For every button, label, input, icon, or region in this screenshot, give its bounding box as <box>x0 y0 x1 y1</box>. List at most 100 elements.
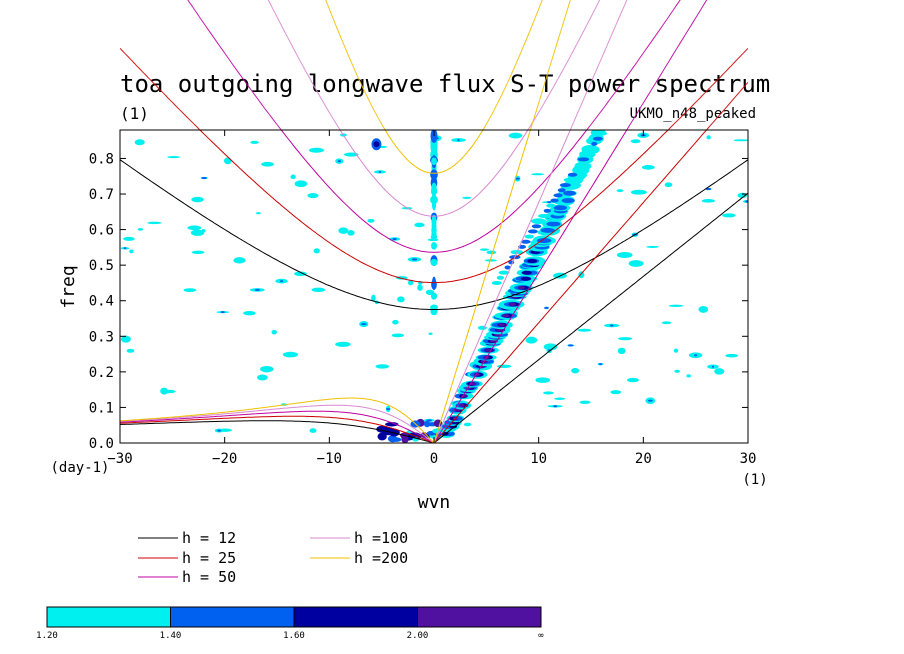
colorbar-segment <box>170 606 295 628</box>
y-tick-label: 0.3 <box>89 329 114 345</box>
noise-patch-core <box>547 201 552 204</box>
noise-patch <box>462 196 472 199</box>
noise-patch-core <box>337 160 341 163</box>
noise-patch <box>617 337 633 341</box>
noise-patch <box>397 296 405 303</box>
noise-patch <box>668 304 684 308</box>
secondary-band <box>592 136 603 141</box>
secondary-band <box>546 203 556 208</box>
secondary-band <box>572 167 580 172</box>
noise-patch <box>686 374 691 378</box>
noise-patch <box>129 249 134 254</box>
noise-patch <box>147 221 162 225</box>
secondary-band <box>595 131 608 136</box>
y-tick-label: 0.0 <box>89 436 114 452</box>
secondary-band <box>537 213 550 218</box>
noise-patch <box>191 196 204 203</box>
noise-patch <box>725 353 739 358</box>
y-tick-label: 0.1 <box>89 400 114 416</box>
zero-wavenumber-patch <box>431 228 437 240</box>
secondary-band <box>591 141 598 146</box>
secondary-band <box>553 193 563 198</box>
secondary-band <box>557 188 566 193</box>
noise-patch <box>535 377 551 383</box>
noise-patch <box>311 287 326 293</box>
secondary-band <box>496 275 505 280</box>
noise-patch <box>313 248 320 254</box>
mrg-cluster <box>401 436 409 443</box>
mrg-cluster <box>391 437 402 442</box>
noise-patch-core <box>745 200 748 203</box>
secondary-band <box>550 198 559 203</box>
noise-patch <box>243 310 256 316</box>
noise-patch <box>714 368 725 375</box>
noise-patch <box>271 329 277 335</box>
noise-patch <box>626 377 639 383</box>
noise-patch <box>578 271 585 279</box>
kelvin-band-inner <box>527 259 538 264</box>
noise-patch <box>577 328 592 332</box>
noise-patch <box>191 250 205 255</box>
y-axis-label: freq <box>58 265 79 308</box>
dispersion-curves <box>120 130 748 443</box>
colorbar-label: 1.20 <box>36 631 58 641</box>
noise-patch <box>190 229 205 236</box>
dispersion-curve <box>280 130 588 253</box>
noise-patch <box>477 325 487 330</box>
dispersion-curve-extension <box>529 0 571 130</box>
noise-patch <box>290 174 296 180</box>
secondary-band <box>576 162 584 167</box>
noise-patch <box>123 236 135 241</box>
chart-title: toa outgoing longwave flux S-T power spe… <box>120 70 770 98</box>
noise-patch <box>392 319 399 325</box>
noise-patch <box>338 227 349 234</box>
noise-patch <box>120 335 131 343</box>
noise-patch-core <box>411 258 418 261</box>
noise-patch <box>661 321 672 325</box>
dispersion-curve <box>120 404 435 443</box>
noise-patch-core <box>123 247 127 250</box>
secondary-band <box>567 172 578 177</box>
noise-patch <box>698 305 709 313</box>
noise-patch <box>250 140 259 144</box>
zero-wavenumber-patch <box>430 130 438 143</box>
noise-patch <box>309 428 317 433</box>
noise-patch-core <box>610 324 614 327</box>
noise-patch <box>223 157 232 165</box>
noise-patch-core <box>553 405 558 408</box>
secondary-band <box>584 147 597 152</box>
noise-patch-core <box>694 354 698 357</box>
secondary-band <box>520 239 531 244</box>
x-tick-label: 20 <box>635 451 652 467</box>
noise-patch <box>407 279 414 286</box>
dispersion-curve-extension <box>325 0 543 130</box>
noise-patch-core <box>254 288 261 291</box>
zero-wavenumber-patch <box>430 169 438 180</box>
secondary-band <box>543 208 551 213</box>
dispersion-curve <box>120 397 435 443</box>
dispersion-curve <box>433 130 628 443</box>
noise-patch <box>187 225 202 231</box>
noise-patch-core <box>280 280 284 283</box>
x-tick-label: −10 <box>317 451 342 467</box>
dispersion-curve <box>120 415 435 443</box>
kelvin-band-mid <box>553 205 567 211</box>
noise-patch-core <box>598 363 603 366</box>
noise-patch <box>617 347 626 355</box>
colorbar-label: ∞ <box>538 631 544 641</box>
noise-patch <box>347 229 355 236</box>
noise-patch <box>664 182 673 188</box>
noise-patch <box>628 260 644 267</box>
noise-patch <box>308 147 325 153</box>
kelvin-band-peak <box>502 314 510 318</box>
noise-patch <box>167 156 181 159</box>
legend: h = 12 h = 25h = 50 h =100 h =200 <box>138 529 408 586</box>
kelvin-band-peak <box>508 302 517 306</box>
mrg-cluster <box>433 419 443 428</box>
noise-patch-core <box>201 176 207 179</box>
x-unit-label: (1) <box>742 472 767 488</box>
noise-patch <box>335 341 351 347</box>
noise-patch <box>257 374 268 381</box>
noise-patch <box>126 348 135 353</box>
x-tick-label: −30 <box>107 451 132 467</box>
